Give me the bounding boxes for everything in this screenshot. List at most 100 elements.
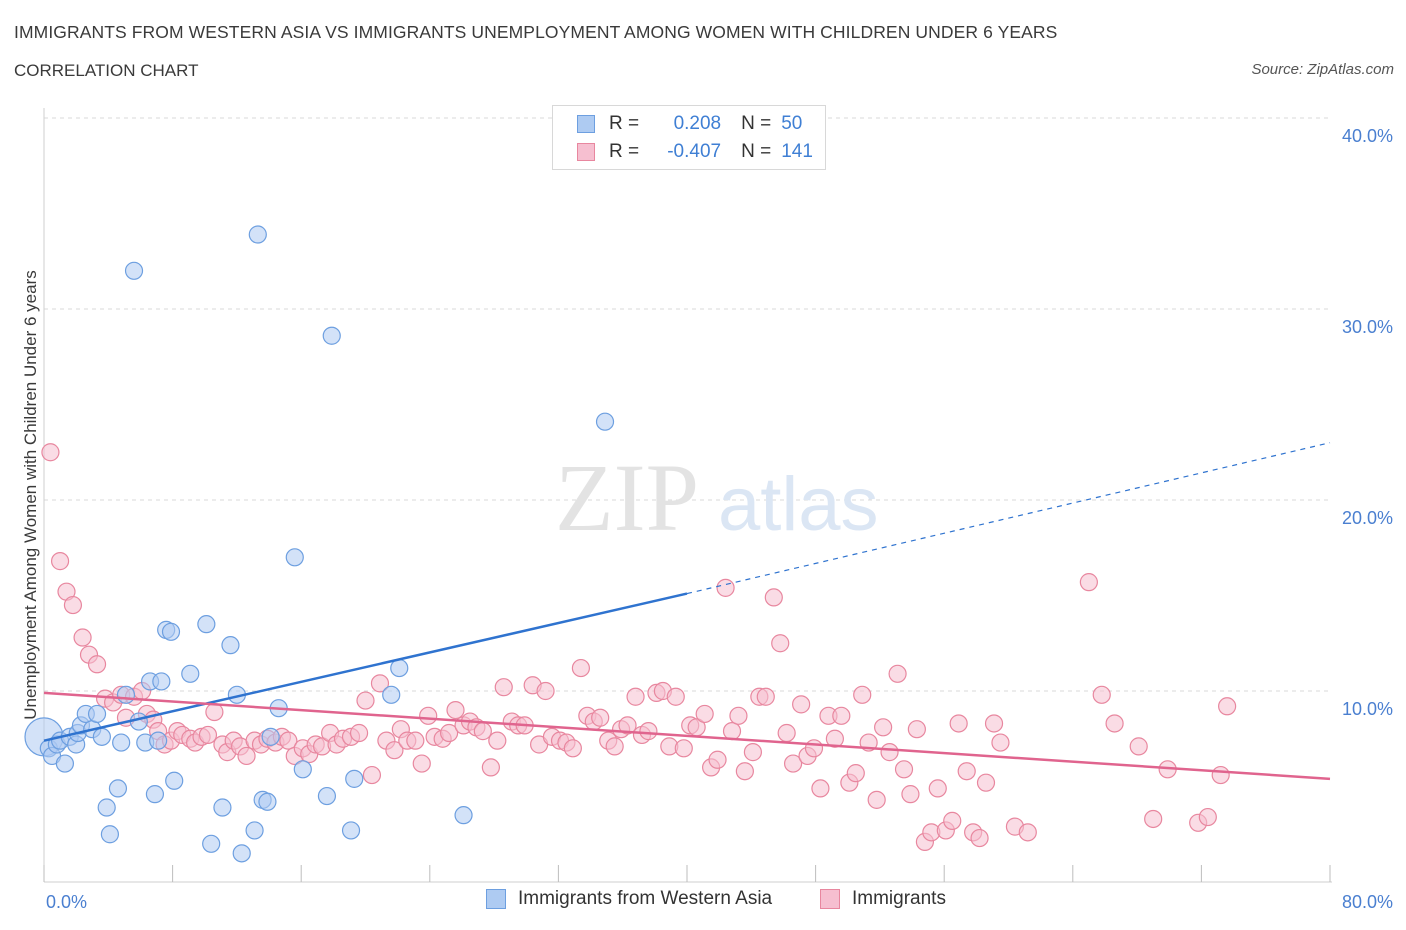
immigrants-point-50 bbox=[385, 741, 404, 760]
chart-title: IMMIGRANTS FROM WESTERN ASIA VS IMMIGRAN… bbox=[14, 22, 1058, 42]
legend-r-label: R = bbox=[609, 113, 640, 134]
legend-swatch-blue bbox=[577, 115, 595, 133]
western-asia-point-40 bbox=[261, 727, 280, 746]
immigrants-point-123 bbox=[888, 664, 907, 683]
western-asia-point-50 bbox=[454, 806, 473, 825]
watermark-zip: ZIP bbox=[555, 444, 699, 551]
immigrants-point-72 bbox=[536, 681, 555, 701]
immigrants-point-141 bbox=[1079, 573, 1098, 592]
immigrants-point-80 bbox=[591, 708, 610, 727]
y-tick-label-2: 30.0% bbox=[1342, 317, 1393, 337]
immigrants-point-54 bbox=[412, 754, 431, 773]
series-legend: Immigrants from Western Asia Immigrants bbox=[0, 888, 1406, 918]
immigrants-point-136 bbox=[976, 773, 996, 792]
western-asia-point-43 bbox=[293, 760, 312, 779]
immigrants-point-85 bbox=[626, 687, 645, 706]
western-asia-point-17 bbox=[116, 685, 136, 704]
immigrants-point-101 bbox=[735, 762, 754, 781]
immigrants-point-77 bbox=[571, 658, 591, 678]
immigrants-point-135 bbox=[970, 828, 989, 848]
legend-row-western-asia: R = 0.208 N = 50 bbox=[577, 111, 802, 137]
western-asia-point-16 bbox=[112, 733, 131, 752]
immigrants-point-121 bbox=[874, 718, 893, 737]
immigrants-point-6 bbox=[87, 655, 107, 674]
immigrants-point-125 bbox=[901, 785, 920, 804]
immigrants-point-120 bbox=[867, 790, 886, 809]
immigrants-point-59 bbox=[446, 700, 465, 720]
immigrants-point-98 bbox=[716, 578, 735, 597]
trend-lines bbox=[43, 442, 1331, 781]
immigrants-point-82 bbox=[605, 737, 624, 756]
watermark-atlas: atlas bbox=[718, 462, 879, 547]
legend-n-label: N = bbox=[741, 141, 772, 162]
immigrants-point-87 bbox=[639, 722, 658, 741]
immigrants-point-100 bbox=[729, 706, 748, 725]
western-asia-point-39 bbox=[258, 792, 277, 811]
immigrants-point-117 bbox=[846, 764, 865, 783]
legend-item-immigrants: Immigrants bbox=[820, 888, 946, 910]
immigrants-point-1 bbox=[50, 552, 70, 571]
immigrants-point-112 bbox=[811, 779, 830, 798]
western-asia-point-25 bbox=[152, 672, 171, 691]
immigrants-point-84 bbox=[618, 716, 637, 735]
western-asia-point-49 bbox=[390, 658, 409, 678]
western-asia-point-14 bbox=[100, 825, 120, 844]
immigrants-point-143 bbox=[1105, 714, 1124, 733]
western-asia-point-45 bbox=[322, 326, 341, 345]
legend-row-immigrants: R = -0.407 N = 141 bbox=[577, 139, 813, 165]
western-asia-point-35 bbox=[232, 844, 251, 863]
immigrants-point-137 bbox=[984, 714, 1004, 733]
immigrants-point-46 bbox=[356, 691, 375, 710]
immigrants-point-0 bbox=[41, 443, 60, 462]
source-label: Source: ZipAtlas.com bbox=[1251, 61, 1394, 78]
immigrants-point-145 bbox=[1144, 809, 1163, 829]
immigrants-trendline bbox=[43, 691, 1331, 781]
immigrants-point-97 bbox=[708, 750, 727, 769]
legend-swatch-pink bbox=[577, 143, 595, 161]
immigrants-point-131 bbox=[943, 811, 962, 830]
immigrants-point-47 bbox=[362, 765, 382, 785]
western-asia-point-31 bbox=[202, 834, 221, 853]
immigrants-point-118 bbox=[853, 685, 872, 704]
immigrants-point-132 bbox=[949, 714, 968, 733]
x-tick-label-0: 0.0% bbox=[46, 892, 87, 912]
western-asia-point-23 bbox=[145, 785, 165, 804]
western-asia-point-5 bbox=[55, 754, 74, 773]
western-asia-point-51 bbox=[595, 412, 615, 431]
immigrants-point-104 bbox=[756, 687, 775, 706]
immigrants-point-95 bbox=[695, 704, 714, 724]
immigrants-point-45 bbox=[349, 723, 369, 743]
western-asia-point-27 bbox=[161, 622, 181, 641]
immigrants-point-29 bbox=[237, 746, 256, 766]
immigrants-point-108 bbox=[783, 754, 803, 773]
immigrants-point-92 bbox=[674, 739, 693, 758]
western-asia-point-29 bbox=[181, 664, 200, 683]
immigrants-point-99 bbox=[722, 722, 742, 741]
immigrants-point-66 bbox=[494, 678, 513, 697]
immigrants-point-114 bbox=[825, 729, 844, 748]
immigrants-point-3 bbox=[63, 595, 83, 615]
immigrants-point-91 bbox=[666, 687, 685, 706]
immigrants-point-140 bbox=[1018, 823, 1037, 842]
immigrants-point-149 bbox=[1218, 697, 1237, 716]
y-tick-label-0: 10.0% bbox=[1342, 699, 1393, 719]
immigrants-point-58 bbox=[439, 723, 459, 743]
western-asia-point-24 bbox=[149, 731, 168, 750]
western-asia-point-19 bbox=[124, 261, 144, 280]
correlation-legend: R = 0.208 N = 50 R = -0.407 N = 141 bbox=[552, 105, 826, 170]
legend-item-western-asia: Immigrants from Western Asia bbox=[486, 888, 772, 910]
immigrants-point-147 bbox=[1198, 807, 1217, 827]
immigrants-point-64 bbox=[481, 758, 500, 777]
legend-n-label: N = bbox=[741, 113, 772, 134]
legend-r-value: 0.208 bbox=[673, 113, 722, 134]
western-asia-point-13 bbox=[92, 727, 111, 746]
immigrants-point-122 bbox=[880, 743, 899, 762]
immigrants-point-4 bbox=[73, 628, 92, 647]
immigrants-point-111 bbox=[804, 739, 824, 758]
immigrants-point-133 bbox=[957, 762, 976, 781]
y-tick-label-1: 20.0% bbox=[1342, 508, 1393, 528]
legend-r-value: -0.407 bbox=[667, 141, 722, 162]
immigrants-point-142 bbox=[1092, 685, 1111, 704]
x-tick-label-1: 80.0% bbox=[1342, 892, 1393, 912]
western-asia-point-18 bbox=[97, 798, 116, 817]
